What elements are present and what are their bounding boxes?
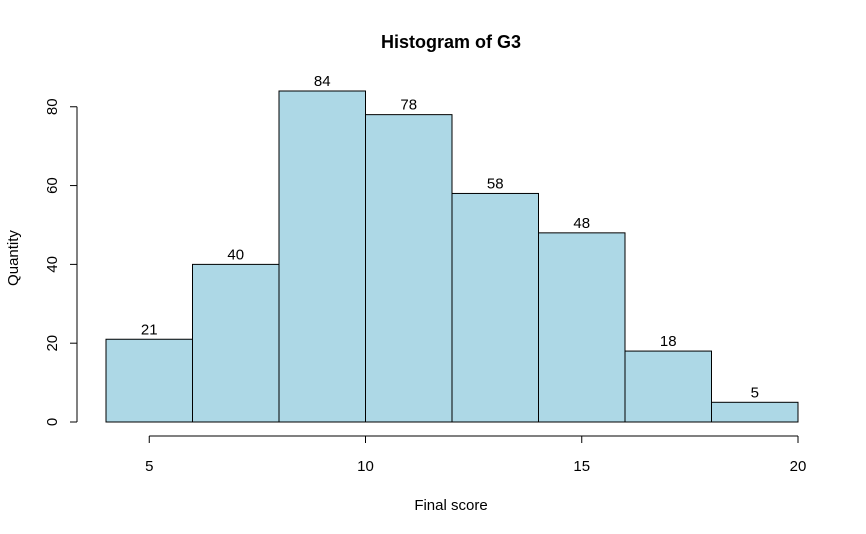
x-axis: 5 10 15 20: [145, 435, 807, 475]
y-tick-label: 60: [44, 177, 61, 194]
y-tick-label: 20: [44, 335, 61, 352]
bar-value-label: 21: [141, 321, 158, 338]
x-axis-label: Final score: [414, 497, 487, 514]
x-tick-label: 15: [573, 458, 590, 475]
y-tick-label: 0: [44, 418, 61, 426]
x-tick-label: 20: [790, 458, 807, 475]
bars-group: [105, 90, 799, 423]
y-tick-label: 40: [44, 256, 61, 273]
bar-value-label: 5: [751, 384, 759, 401]
bar-value-label: 40: [227, 246, 244, 263]
histogram-bar: [538, 232, 626, 423]
x-tick-label: 5: [145, 458, 153, 475]
histogram-bar: [711, 401, 799, 423]
chart-title: Histogram of G3: [381, 32, 521, 52]
y-axis: 0 20 40 60 80: [44, 98, 78, 426]
bar-value-label: 48: [573, 215, 590, 232]
bar-value-label: 18: [660, 333, 677, 350]
bar-value-label: 78: [400, 97, 417, 114]
bar-value-label: 84: [314, 73, 331, 90]
histogram-bar: [278, 90, 366, 423]
y-axis-label: Quantity: [5, 230, 22, 286]
y-tick-label: 80: [44, 98, 61, 115]
histogram-bar: [624, 350, 712, 423]
histogram-bar: [365, 114, 453, 423]
bar-value-label: 58: [487, 175, 504, 192]
histogram-bar: [105, 338, 193, 423]
x-tick-label: 10: [357, 458, 374, 475]
histogram-bar: [451, 192, 539, 423]
data-labels-group: 21 40 84 78 58 48 18 5: [141, 73, 759, 401]
histogram-bar: [192, 263, 280, 423]
